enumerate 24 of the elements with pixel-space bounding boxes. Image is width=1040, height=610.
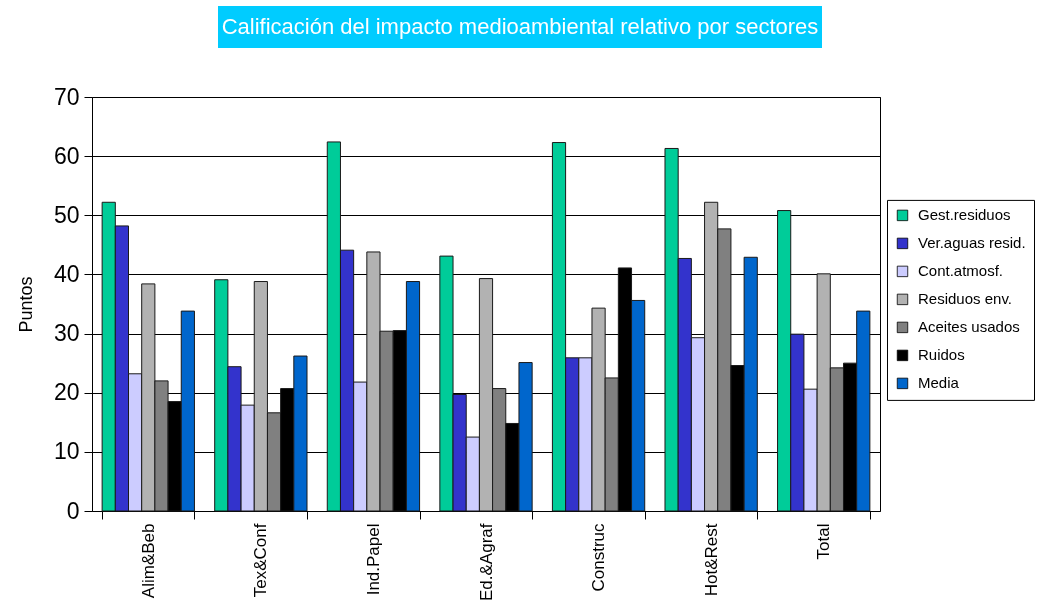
y-axis-title: Puntos	[15, 276, 36, 333]
x-tick-label: Ind.Papel	[363, 523, 383, 596]
y-tick-label: 20	[53, 379, 80, 406]
legend-label: Cont.atmosf.	[918, 262, 1004, 280]
legend-label: Gest.residuos	[918, 206, 1011, 224]
x-tick-label: Total	[814, 523, 834, 560]
legend-label: Ruidos	[918, 346, 965, 364]
y-tick-label: 10	[53, 438, 80, 465]
y-tick-label: 40	[53, 260, 80, 287]
x-tick-label: Tex&Conf	[251, 523, 271, 598]
x-tick-label: Hot&Rest	[701, 523, 721, 597]
y-tick-label: 50	[53, 201, 80, 228]
y-tick-label: 30	[53, 320, 80, 347]
y-tick-label: 0	[66, 497, 80, 524]
legend-label: Ver.aguas resid.	[918, 234, 1026, 252]
y-tick-label: 70	[53, 83, 80, 110]
legend-label: Media	[918, 374, 960, 392]
x-tick-label: Alim&Beb	[138, 523, 158, 599]
y-tick-label: 60	[53, 142, 80, 169]
x-tick-label: Construc	[589, 523, 609, 592]
legend-label: Aceites usados	[918, 318, 1020, 336]
x-tick-label: Ed.&Agraf	[476, 523, 496, 601]
chart-title: Calificación del impacto medioambiental relativo por sectores	[217, 6, 823, 48]
legend-label: Residuos env.	[918, 290, 1012, 308]
